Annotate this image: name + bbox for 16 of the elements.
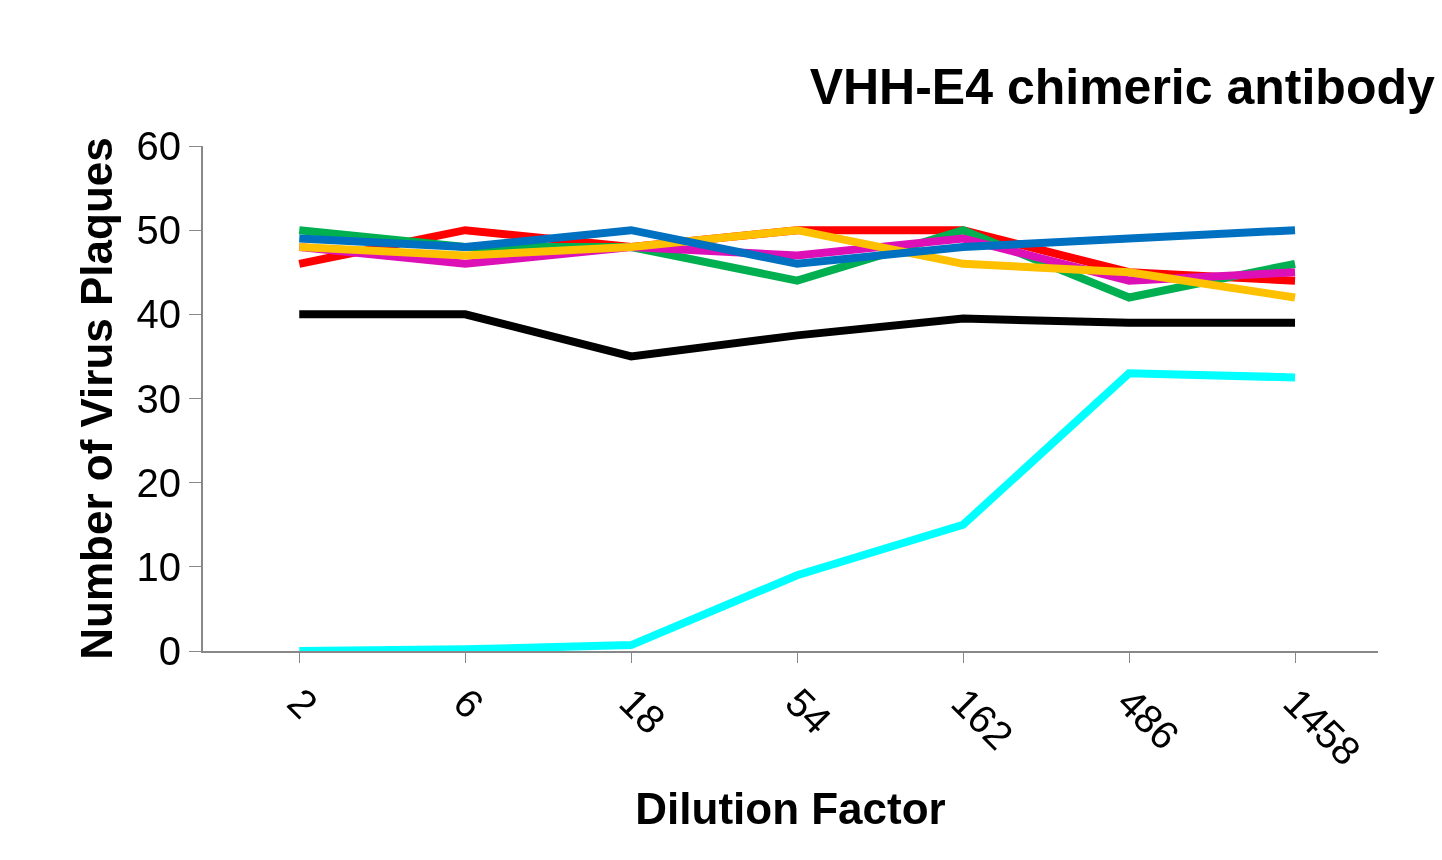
y-tick-label: 60 (136, 124, 181, 168)
y-tick-label: 30 (136, 376, 181, 421)
x-tick-label: 162 (943, 679, 1022, 758)
x-tick-label: 486 (1109, 679, 1188, 758)
x-tick-label: 54 (777, 679, 840, 743)
x-axis-title: Dilution Factor (635, 783, 946, 833)
y-tick-label: 40 (136, 292, 181, 337)
y-tick-label: 10 (136, 544, 181, 589)
y-axis-title: Number of Virus Plaques (72, 137, 122, 660)
x-tick-label: 2 (279, 679, 327, 727)
x-tick-label: 6 (445, 679, 493, 727)
x-tick-label: 18 (611, 679, 674, 743)
y-tick-label: 0 (158, 629, 181, 673)
chart-title: VHH-E4 chimeric antibody (809, 58, 1435, 115)
y-tick-label: 50 (136, 208, 181, 253)
y-tick-label: 20 (136, 460, 181, 505)
